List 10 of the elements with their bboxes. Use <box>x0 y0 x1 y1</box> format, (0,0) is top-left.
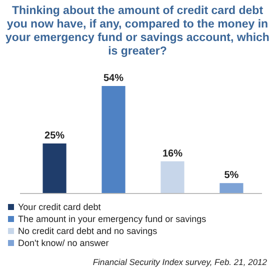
legend-label: No credit card debt and no savings <box>18 226 158 236</box>
chart-title: Thinking about the amount of credit card debt you now have, if any, compared to the money in your emergency fund or savings account, which is greater? <box>6 5 270 58</box>
data-label: 5% <box>224 170 239 182</box>
data-label: 16% <box>162 148 183 160</box>
legend-label: The amount in your emergency fund or savings <box>18 214 207 224</box>
legend-label: Your credit card debt <box>18 202 102 212</box>
data-label: 54% <box>104 73 124 84</box>
data-label: 25% <box>44 130 65 142</box>
text: Financial Security Index survey, Feb. 21, 2012 <box>92 257 268 267</box>
legend-label: Don't know/ no answer <box>18 238 109 248</box>
